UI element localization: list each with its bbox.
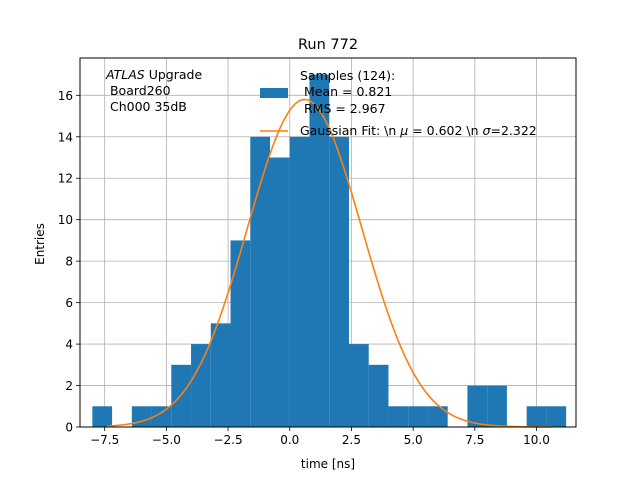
histogram-bar	[151, 406, 172, 427]
x-tick-label: −5.0	[152, 433, 181, 447]
histogram-bar	[546, 406, 567, 427]
histogram-bar	[368, 364, 389, 427]
x-tick-label: 2.5	[342, 433, 361, 447]
histogram-bar	[250, 136, 271, 428]
axes-frame	[79, 57, 577, 428]
annotation-box: ATLAS Upgrade Board260 Ch000 35dB	[105, 67, 202, 114]
histogram-bar	[427, 406, 448, 427]
x-tick-label: 7.5	[465, 433, 484, 447]
histogram-bar	[526, 406, 547, 427]
y-tick-label: 16	[58, 89, 73, 103]
histogram-bar	[230, 240, 251, 427]
histogram-bar	[289, 136, 310, 428]
histogram-bar	[270, 157, 290, 427]
x-tick-label: −7.5	[90, 433, 119, 447]
chart-title: Run 772	[298, 37, 358, 53]
x-tick-label: 10.0	[523, 433, 550, 447]
histogram-bar	[309, 74, 330, 428]
histogram-bar	[329, 136, 349, 428]
histogram-bar	[191, 344, 211, 427]
y-tick-label: 4	[65, 338, 73, 352]
atlas-label: ATLAS	[105, 67, 145, 82]
histogram-bar	[348, 344, 369, 427]
annotation-line-1: ATLAS Upgrade	[105, 67, 202, 82]
legend-hist-line-2: Mean = 0.821	[300, 84, 392, 99]
annotation-line-2: Board260	[106, 83, 171, 98]
legend-fit-mu-symbol: μ	[399, 123, 408, 138]
histogram-bar	[92, 406, 113, 427]
histogram-bar	[467, 385, 488, 427]
y-tick-label: 2	[65, 379, 73, 393]
y-tick-label: 0	[65, 421, 73, 435]
legend-fit-sigma-value: =2.322	[490, 123, 536, 138]
y-tick-label: 8	[65, 255, 73, 269]
histogram-bar	[388, 406, 409, 427]
y-tick-label: 10	[58, 213, 73, 227]
x-axis-ticks: −7.5 −5.0 −2.5 0.0 2.5 5.0 7.5 10.0	[90, 427, 550, 447]
legend-fit-sigma-symbol: σ	[483, 123, 492, 138]
legend-hist-swatch	[260, 88, 288, 98]
x-tick-label: 5.0	[404, 433, 423, 447]
histogram-bar	[487, 385, 507, 427]
annotation-line-3: Ch000 35dB	[106, 99, 187, 114]
histogram-bar	[408, 406, 428, 427]
legend-fit-prefix: Gaussian Fit: \n	[300, 123, 400, 138]
legend-hist-line-3: RMS = 2.967	[300, 101, 386, 116]
y-tick-label: 6	[65, 296, 73, 310]
legend-fit-mu-value: = 0.602 \n	[408, 123, 482, 138]
x-tick-label: 0.0	[280, 433, 299, 447]
x-tick-label: −2.5	[213, 433, 242, 447]
legend: Samples (124): Mean = 0.821 RMS = 2.967 …	[260, 68, 537, 138]
legend-hist-line-1: Samples (124):	[300, 68, 395, 83]
y-tick-label: 12	[58, 172, 73, 186]
histogram-bar	[210, 323, 231, 427]
y-axis-label: Entries	[33, 223, 47, 265]
y-tick-label: 14	[58, 130, 73, 144]
y-axis-ticks: 0 2 4 6 8 10 12 14 16	[58, 89, 80, 435]
upgrade-label: Upgrade	[145, 67, 203, 82]
x-axis-label: time [ns]	[301, 457, 355, 471]
legend-fit-label: Gaussian Fit: \n μ = 0.602 \n σ=2.322	[300, 123, 537, 138]
gaussian-fit-curve	[107, 98, 552, 428]
histogram-bar	[131, 406, 152, 427]
